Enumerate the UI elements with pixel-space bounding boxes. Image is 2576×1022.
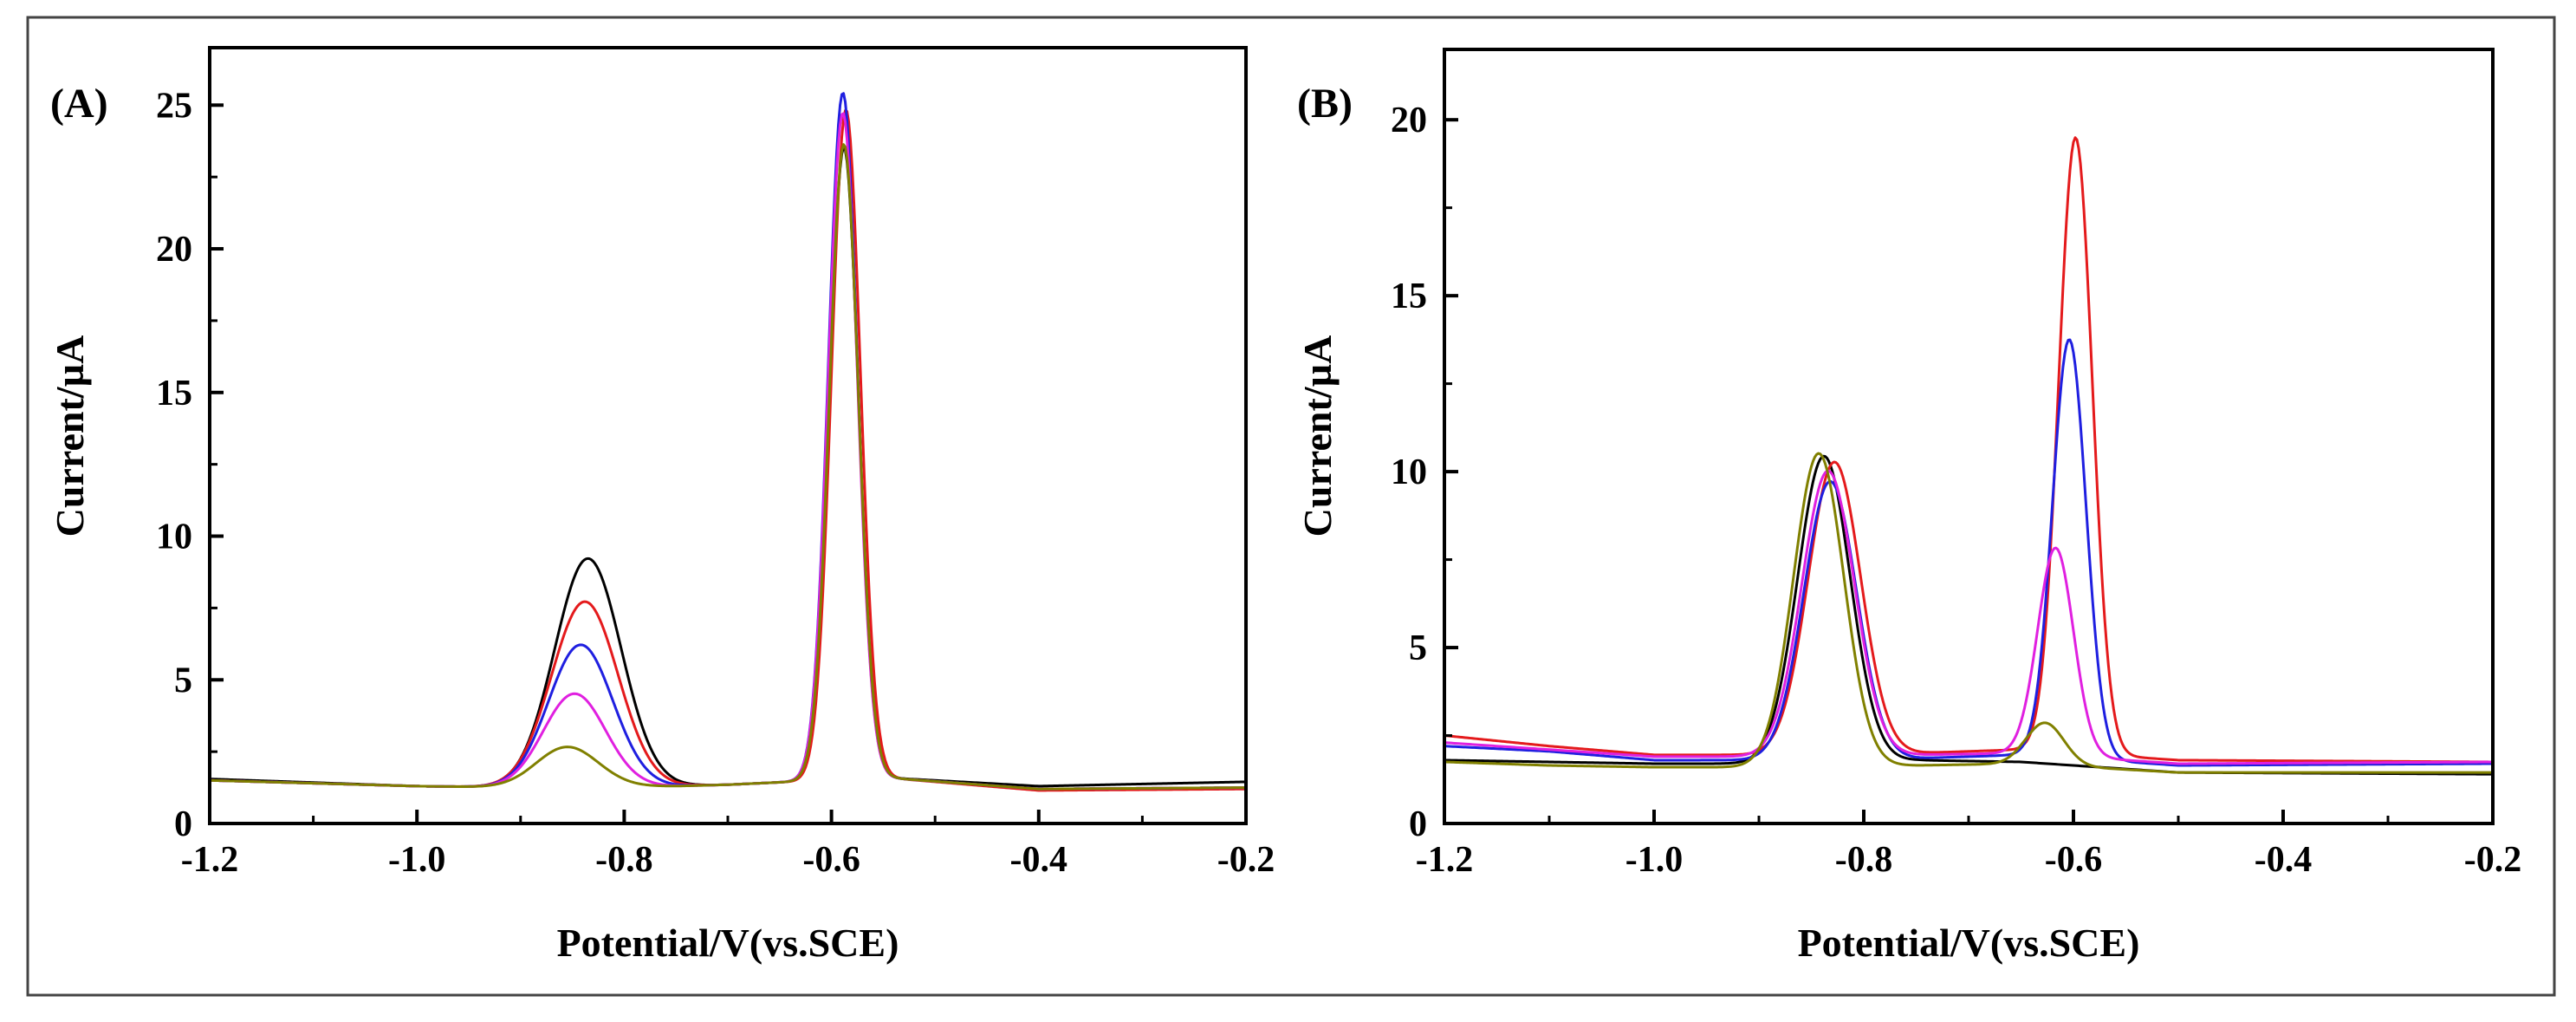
panel-a-x-tick-label: -0.8	[595, 840, 653, 880]
panel-b-x-tick-label: -0.2	[2464, 840, 2522, 880]
panel-b-y-axis-title: Current/µA	[1295, 335, 1340, 537]
panel-a-y-tick-label: 0	[174, 804, 192, 844]
panel-a-x-axis-title: Potential/V(vs.SCE)	[557, 921, 899, 965]
panel-a-x-tick-label: -1.2	[181, 840, 239, 880]
panel-b-y-tick-label: 20	[1391, 101, 1427, 140]
panel-a-x-tick-label: -0.2	[1217, 840, 1275, 880]
panel-b-x-axis-title: Potential/V(vs.SCE)	[1798, 921, 2140, 965]
panel-b-label: (B)	[1297, 81, 1353, 127]
panel-a-label: (A)	[50, 81, 108, 127]
figure-frame	[26, 16, 2556, 997]
panel-b-y-tick-label: 10	[1391, 452, 1427, 492]
panel-b-x-tick-label: -0.6	[2045, 840, 2103, 880]
panel-b-curves	[1444, 136, 2494, 776]
panel-a-y-tick-label: 10	[156, 518, 192, 557]
panel-b-y-tick-label: 0	[1409, 804, 1427, 844]
panel-a-x-tick-label: -0.6	[802, 840, 860, 880]
panel-a-series-olive	[209, 143, 1247, 791]
panel-a-y-tick-label: 25	[156, 86, 192, 126]
panel-b-series-red	[1444, 136, 2494, 764]
panel-b-x-tick-label: -1.2	[1416, 840, 1474, 880]
panel-a-ticks: -1.2 -1.0 -0.8 -0.6 -0.4 -0.2 0 5 10 15 20 25	[156, 86, 1275, 880]
panel-b: -1.2 -1.0 -0.8 -0.6 -0.4 -0.2 0 5 10 15 20 (B) Pot…	[1295, 48, 2521, 965]
panel-b-x-tick-label: -0.8	[1835, 840, 1893, 880]
panel-a-x-tick-label: -0.4	[1010, 840, 1068, 880]
panel-b-y-tick-label: 15	[1391, 277, 1427, 316]
panel-b-ticks: -1.2 -1.0 -0.8 -0.6 -0.4 -0.2 0 5 10 15 20	[1391, 101, 2521, 880]
panel-b-series-olive	[1444, 452, 2493, 774]
panel-a-x-tick-label: -1.0	[388, 840, 446, 880]
panel-a-y-axis-title: Current/µA	[48, 335, 92, 537]
panel-b-series-blue	[1444, 338, 2494, 767]
panel-a-y-tick-label: 20	[156, 230, 192, 270]
panel-a: -1.2 -1.0 -0.8 -0.6 -0.4 -0.2 0 5 10 15 20 25 (A) P…	[48, 46, 1275, 965]
panel-a-curves	[209, 92, 1247, 792]
panel-b-y-tick-label: 5	[1409, 628, 1427, 668]
panel-b-x-tick-label: -0.4	[2255, 840, 2313, 880]
panel-a-y-tick-label: 5	[174, 661, 192, 700]
panel-a-y-tick-label: 15	[156, 374, 192, 413]
panel-b-x-tick-label: -1.0	[1625, 840, 1684, 880]
panel-b-plot-frame	[1443, 48, 2495, 825]
panel-b-series-magenta	[1444, 469, 2494, 765]
panel-a-plot-frame	[208, 46, 1248, 825]
